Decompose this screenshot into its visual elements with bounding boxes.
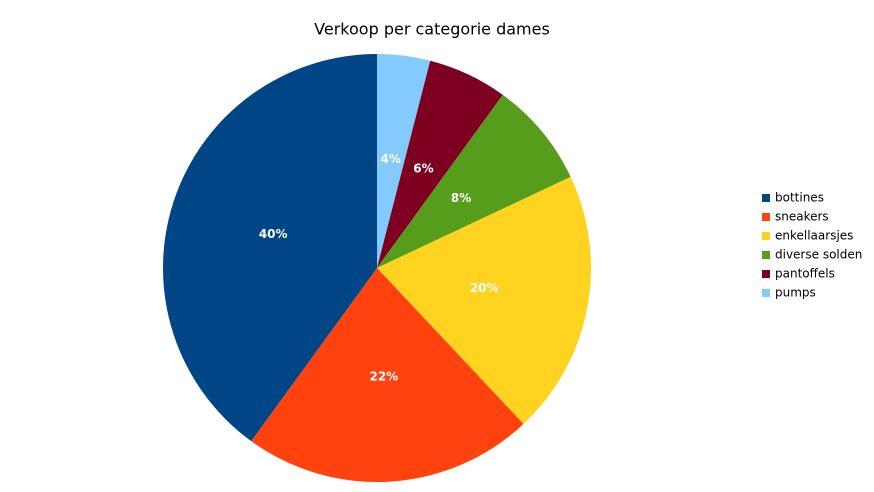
data-label: 20% [470,281,499,295]
data-label: 8% [451,191,471,205]
pie-slice [251,268,524,483]
legend-label: diverse solden [775,248,862,262]
pie-slice [163,54,377,442]
pie-slice [377,60,503,268]
pie-slice [377,176,591,424]
data-label: 40% [259,227,288,241]
data-label: 4% [380,152,400,166]
legend-swatch [762,289,770,297]
legend-label: pantoffels [775,267,835,281]
legend-swatch [762,232,770,240]
legend-label: enkellaarsjes [775,229,853,243]
legend-swatch [762,251,770,259]
legend-swatch [762,270,770,278]
legend-label: sneakers [775,210,829,224]
pie-slice [377,94,571,268]
legend-swatch [762,213,770,221]
pie-slice [377,54,431,268]
legend-label: bottines [775,191,824,205]
data-label: 6% [413,162,433,176]
data-label: 22% [369,369,398,383]
legend-swatch [762,194,770,202]
legend-label: pumps [775,286,816,300]
chart-title: Verkoop per categorie dames [314,20,550,39]
